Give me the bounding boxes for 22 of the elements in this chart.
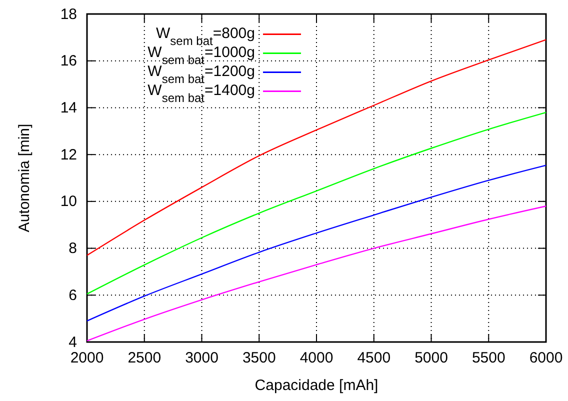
y-tick-label: 6: [68, 286, 77, 304]
x-axis-title: Capacidade [mAh]: [254, 377, 378, 394]
y-tick-label: 18: [60, 6, 77, 23]
y-axis-title: Autonomia [min]: [16, 124, 33, 232]
x-tick-label: 3500: [242, 350, 276, 367]
line-series: [86, 164, 547, 322]
x-tick-label: 5000: [414, 350, 448, 367]
x-tick-label: 5500: [472, 350, 506, 367]
x-tick-label: 4000: [300, 350, 334, 367]
y-tick-label: 8: [68, 240, 77, 258]
y-tick-label: 16: [60, 52, 77, 70]
y-tick-label: 4: [68, 334, 77, 351]
x-tick-label: 3000: [185, 350, 218, 367]
x-tick-label: 4500: [357, 350, 391, 367]
x-tick-label: 6000: [529, 350, 563, 367]
y-tick-label: 12: [60, 146, 77, 164]
line-series: [86, 112, 547, 295]
x-tick-label: 2500: [128, 350, 162, 367]
y-tick-label: 14: [60, 100, 77, 117]
y-tick-label: 10: [60, 193, 77, 210]
x-tick-label: 2000: [70, 350, 104, 367]
line-series: [86, 206, 547, 342]
